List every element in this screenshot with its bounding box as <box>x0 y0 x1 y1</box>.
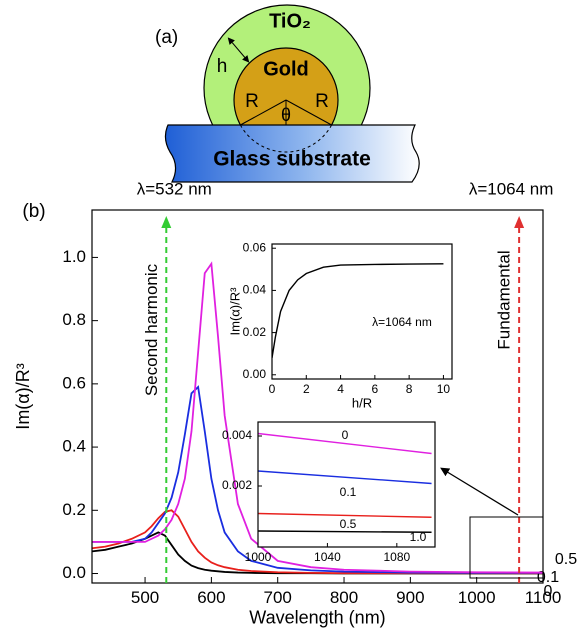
figure: (a) TiO₂ Gold h R R θ Glass substrate 50… <box>0 0 580 628</box>
page: (a) TiO₂ Gold h R R θ Glass substrate 50… <box>0 0 580 628</box>
y-tick-label: 0.00 <box>243 367 267 381</box>
x-tick-label: 4 <box>337 382 344 396</box>
shell-label: TiO₂ <box>269 10 311 32</box>
marker-note: Fundamental <box>495 250 514 349</box>
x-axis-label: Wavelength (nm) <box>249 607 385 627</box>
y-tick-label: 0.0 <box>62 563 86 582</box>
radius-label: R <box>245 91 259 112</box>
marker-note: Second harmonic <box>142 263 161 396</box>
y-tick-label: 1.0 <box>62 247 86 266</box>
y-tick-label: 0.4 <box>62 437 86 456</box>
x-tick-label: 8 <box>406 382 413 396</box>
x-tick-label: 700 <box>264 588 292 607</box>
marker-arrowhead <box>514 216 524 228</box>
marker-arrowhead <box>161 216 171 228</box>
y-axis-label: Im(α)/R³ <box>13 363 33 429</box>
zoom-arrow <box>444 470 518 515</box>
zoom-box <box>470 517 543 578</box>
annotation: λ=1064 nm <box>372 315 432 329</box>
y-tick-label: 0.8 <box>62 310 86 329</box>
y-tick-label: 0.004 <box>222 428 252 442</box>
panel-label: (b) <box>22 201 45 222</box>
series-label: 0 <box>342 428 349 442</box>
x-tick-label: 0 <box>269 382 276 396</box>
x-tick-label: 1040 <box>314 550 341 564</box>
marker-label: λ=1064 nm <box>469 179 554 198</box>
core-label: Gold <box>263 58 309 80</box>
y-tick-label: 0.06 <box>243 240 267 254</box>
x-tick-label: 10 <box>437 382 451 396</box>
y-tick-label: 0.02 <box>243 325 267 339</box>
x-axis-label: h/R <box>352 396 372 411</box>
y-axis-label: Im(α)/R³ <box>227 287 242 336</box>
x-tick-label: 1000 <box>245 550 272 564</box>
x-tick-label: 600 <box>197 588 225 607</box>
y-tick-label: 0.2 <box>62 500 86 519</box>
panel-label: (a) <box>155 27 178 48</box>
chart: 1000 1040 1080 0.002 0.004 0 0.1 0.5 1.0 <box>222 422 435 564</box>
y-tick-label: 0.002 <box>222 478 252 492</box>
diagram: (a) TiO₂ Gold h R R θ Glass substrate <box>155 5 419 182</box>
thickness-label: h <box>217 56 228 77</box>
series-label: 1.0 <box>410 530 427 544</box>
x-tick-label: 1000 <box>458 588 496 607</box>
x-tick-label: 2 <box>303 382 310 396</box>
y-tick-label: 0.6 <box>62 373 86 392</box>
series-label: 0.5 <box>555 551 577 568</box>
x-tick-label: 6 <box>372 382 379 396</box>
x-tick-label: 900 <box>396 588 424 607</box>
x-tick-label: 800 <box>330 588 358 607</box>
x-tick-label: 500 <box>131 588 159 607</box>
angle-label: θ <box>281 105 291 125</box>
y-tick-label: 0.04 <box>243 283 267 297</box>
series-label: 0.5 <box>340 517 357 531</box>
x-tick-label: 1080 <box>383 550 410 564</box>
radius-label: R <box>315 91 329 112</box>
substrate-label: Glass substrate <box>213 148 371 171</box>
series-label: 0.1 <box>340 485 357 499</box>
chart: 0 2 4 6 8 10 0.00 0.02 0.04 0.06 h/R Im(α)/R³ λ=1064… <box>227 240 452 410</box>
marker-label: λ=532 nm <box>137 179 212 198</box>
